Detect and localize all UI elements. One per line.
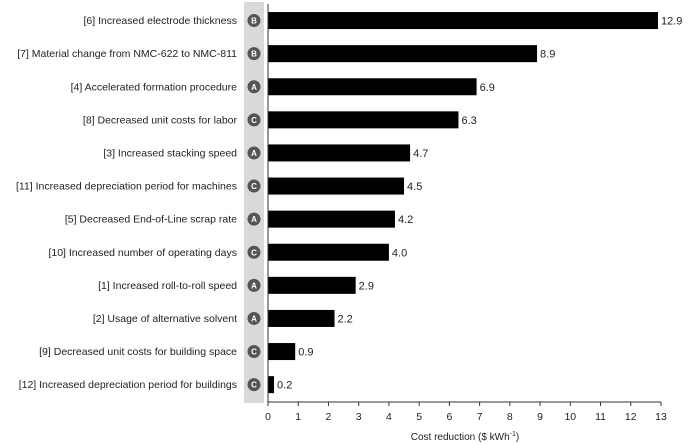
value-label: 8.9 — [540, 49, 555, 61]
bar-row: [6] Increased electrode thickness B 12.9 — [83, 12, 682, 30]
x-tick-label: 1 — [295, 411, 301, 423]
bar — [268, 376, 275, 394]
value-label: 4.7 — [413, 148, 428, 160]
value-label: 4.5 — [407, 181, 422, 193]
x-tick-label: 0 — [265, 411, 271, 423]
value-label: 6.9 — [480, 82, 495, 94]
bar-row: [9] Decreased unit costs for building sp… — [39, 343, 314, 361]
x-tick-label: 10 — [564, 411, 576, 423]
badge-letter: A — [251, 83, 257, 92]
category-label: [8] Decreased unit costs for labor — [83, 114, 238, 126]
badge-letter: C — [251, 182, 257, 191]
category-label: [12] Increased depreciation period for b… — [19, 379, 237, 391]
category-label: [6] Increased electrode thickness — [83, 15, 237, 27]
bar — [268, 343, 296, 361]
badge-a-icon — [247, 80, 261, 94]
bar — [268, 309, 335, 327]
badge-letter: A — [251, 314, 257, 323]
badge-c-icon — [247, 345, 261, 359]
x-tick-label: 6 — [446, 411, 452, 423]
badge-b-icon — [247, 14, 261, 28]
bar — [268, 111, 459, 129]
bar — [268, 45, 538, 63]
badge-letter: B — [251, 17, 257, 26]
bar-row: [7] Material change from NMC-622 to NMC-… — [17, 45, 555, 63]
badge-letter: B — [251, 50, 257, 59]
x-tick-label: 4 — [386, 411, 392, 423]
x-axis-title: Cost reduction ($ kWh-1) — [411, 431, 520, 443]
bar-row: [5] Decreased End-of-Line scrap rate A 4.2 — [65, 210, 413, 228]
badge-letter: A — [251, 149, 257, 158]
value-label: 0.9 — [298, 347, 313, 359]
badge-letter: C — [251, 381, 257, 390]
bar — [268, 276, 356, 294]
badge-letter: C — [251, 116, 257, 125]
value-label: 4.2 — [398, 214, 413, 226]
value-label: 0.2 — [277, 380, 292, 392]
category-label: [2] Usage of alternative solvent — [93, 313, 237, 325]
badge-letter: C — [251, 348, 257, 357]
x-tick-label: 13 — [655, 411, 667, 423]
category-label: [11] Increased depreciation period for m… — [16, 181, 237, 193]
x-tick-label: 11 — [595, 411, 606, 423]
x-tick-label: 8 — [507, 411, 513, 423]
badge-b-icon — [247, 47, 261, 61]
bar — [268, 144, 411, 162]
value-label: 2.2 — [338, 313, 353, 325]
badge-a-icon — [247, 278, 261, 292]
badge-c-icon — [247, 245, 261, 259]
x-tick-label: 12 — [625, 411, 637, 423]
x-tick-label: 9 — [537, 411, 543, 423]
bar — [268, 210, 395, 228]
x-tick-label: 3 — [356, 411, 362, 423]
bar-row: [4] Accelerated formation procedure A 6.9 — [71, 78, 495, 96]
value-label: 4.0 — [392, 247, 407, 259]
bar-row: [1] Increased roll-to-roll speed A 2.9 — [98, 276, 374, 294]
value-label: 2.9 — [359, 280, 374, 292]
x-tick-label: 2 — [326, 411, 332, 423]
badge-letter: A — [251, 215, 257, 224]
badge-letter: C — [251, 248, 257, 257]
badge-a-icon — [247, 146, 261, 160]
badge-c-icon — [247, 179, 261, 193]
bar-row: [11] Increased depreciation period for m… — [16, 177, 422, 195]
bar-row: [3] Increased stacking speed A 4.7 — [103, 144, 428, 162]
bar-row: [8] Decreased unit costs for labor C 6.3 — [83, 111, 477, 129]
bar-row: [12] Increased depreciation period for b… — [19, 376, 292, 394]
x-tick-label: 7 — [477, 411, 483, 423]
badge-c-icon — [247, 113, 261, 127]
category-label: [5] Decreased End-of-Line scrap rate — [65, 214, 237, 226]
category-label: [7] Material change from NMC-622 to NMC-… — [17, 48, 237, 60]
bar-row: [2] Usage of alternative solvent A 2.2 — [93, 309, 353, 327]
badge-strip — [244, 2, 264, 403]
badge-c-icon — [247, 378, 261, 392]
bar — [268, 177, 405, 195]
category-label: [4] Accelerated formation procedure — [71, 81, 238, 93]
x-tick-label: 5 — [416, 411, 422, 423]
bar — [268, 12, 658, 30]
badge-a-icon — [247, 212, 261, 226]
value-label: 12.9 — [661, 16, 682, 28]
category-label: [9] Decreased unit costs for building sp… — [39, 346, 237, 358]
category-label: [10] Increased number of operating days — [48, 247, 237, 259]
category-label: [1] Increased roll-to-roll speed — [98, 280, 237, 292]
bar-row: [10] Increased number of operating days C… — [48, 243, 407, 261]
badge-letter: A — [251, 281, 257, 290]
bar — [268, 78, 477, 96]
badge-a-icon — [247, 311, 261, 325]
bar — [268, 243, 389, 261]
category-label: [3] Increased stacking speed — [103, 147, 237, 159]
value-label: 6.3 — [461, 115, 476, 127]
